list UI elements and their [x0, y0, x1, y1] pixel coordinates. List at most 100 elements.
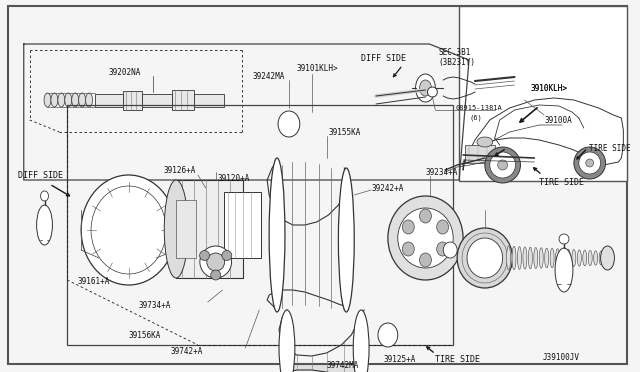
Ellipse shape: [444, 242, 457, 258]
Bar: [176, 180, 243, 278]
Text: 39742+A: 39742+A: [170, 347, 203, 356]
Ellipse shape: [65, 93, 72, 107]
Ellipse shape: [58, 93, 65, 107]
Ellipse shape: [540, 248, 543, 268]
Ellipse shape: [566, 249, 570, 267]
Polygon shape: [267, 160, 346, 310]
Ellipse shape: [498, 160, 508, 170]
Ellipse shape: [523, 247, 527, 269]
Polygon shape: [444, 77, 475, 99]
Text: TIRE SIDE: TIRE SIDE: [589, 144, 630, 153]
Polygon shape: [279, 310, 364, 372]
Text: 39742MA: 39742MA: [326, 360, 359, 369]
Text: 39126+A: 39126+A: [163, 166, 196, 174]
Ellipse shape: [477, 137, 493, 147]
Ellipse shape: [518, 247, 522, 269]
Text: (3B231Y): (3B231Y): [438, 58, 476, 67]
Ellipse shape: [577, 250, 581, 266]
Text: 08915-1381A: 08915-1381A: [455, 105, 502, 111]
Ellipse shape: [574, 147, 605, 179]
Text: 39161+A: 39161+A: [77, 278, 109, 286]
Ellipse shape: [403, 220, 414, 234]
Ellipse shape: [164, 180, 188, 278]
Ellipse shape: [420, 80, 431, 96]
Ellipse shape: [556, 249, 559, 267]
Ellipse shape: [436, 220, 449, 234]
Ellipse shape: [353, 310, 369, 372]
Text: 39242+A: 39242+A: [371, 183, 403, 192]
Text: TIRE SIDE: TIRE SIDE: [540, 177, 584, 186]
Ellipse shape: [388, 196, 463, 280]
Bar: [223, 192, 261, 258]
Ellipse shape: [594, 251, 598, 265]
Ellipse shape: [44, 93, 51, 107]
Ellipse shape: [200, 250, 209, 260]
Ellipse shape: [415, 74, 435, 102]
Text: (6): (6): [470, 115, 483, 121]
Ellipse shape: [207, 253, 225, 271]
Bar: [143, 94, 172, 107]
Ellipse shape: [36, 205, 52, 245]
Ellipse shape: [91, 186, 166, 274]
Ellipse shape: [79, 93, 86, 107]
Ellipse shape: [81, 175, 176, 285]
Text: 39120+A: 39120+A: [218, 173, 250, 183]
Ellipse shape: [420, 209, 431, 223]
Ellipse shape: [211, 270, 221, 280]
Ellipse shape: [572, 250, 576, 266]
Text: 39202NA: 39202NA: [109, 67, 141, 77]
Text: SEC.3B1: SEC.3B1: [438, 48, 470, 57]
Ellipse shape: [583, 250, 587, 266]
Ellipse shape: [586, 159, 594, 167]
Ellipse shape: [51, 93, 58, 107]
Text: 39242MA: 39242MA: [252, 71, 285, 80]
Bar: [459, 6, 627, 181]
Ellipse shape: [559, 234, 569, 244]
Ellipse shape: [555, 248, 573, 292]
Ellipse shape: [403, 242, 414, 256]
Ellipse shape: [588, 250, 592, 266]
Text: 39155KA: 39155KA: [328, 128, 361, 137]
Text: TIRE SIDE: TIRE SIDE: [435, 356, 481, 365]
Ellipse shape: [279, 310, 295, 372]
Ellipse shape: [278, 111, 300, 137]
Ellipse shape: [534, 247, 538, 269]
Text: DIFF SIDE: DIFF SIDE: [361, 54, 406, 62]
Text: 39101KLH>: 39101KLH>: [297, 64, 339, 73]
Ellipse shape: [457, 228, 513, 288]
Ellipse shape: [72, 93, 79, 107]
Text: 3910KLH>: 3910KLH>: [531, 83, 567, 93]
Ellipse shape: [269, 158, 285, 312]
Ellipse shape: [545, 248, 548, 268]
Bar: [465, 145, 495, 163]
Text: DIFF SIDE: DIFF SIDE: [18, 170, 63, 180]
Ellipse shape: [428, 87, 437, 97]
Ellipse shape: [420, 253, 431, 267]
Ellipse shape: [507, 246, 511, 270]
Bar: [123, 91, 143, 110]
Ellipse shape: [436, 242, 449, 256]
Text: 39125+A: 39125+A: [384, 356, 416, 365]
Text: 39100A: 39100A: [544, 115, 572, 125]
Text: 3910KLH>: 3910KLH>: [531, 83, 567, 93]
Ellipse shape: [485, 147, 520, 183]
Ellipse shape: [200, 246, 232, 278]
Text: 39234+A: 39234+A: [426, 167, 458, 176]
Ellipse shape: [86, 93, 93, 107]
Ellipse shape: [529, 247, 532, 269]
Bar: [176, 200, 196, 258]
Ellipse shape: [222, 250, 232, 260]
Bar: [194, 94, 223, 107]
Ellipse shape: [600, 246, 614, 270]
Ellipse shape: [378, 323, 398, 347]
Text: J39100JV: J39100JV: [542, 353, 579, 362]
Ellipse shape: [398, 208, 453, 268]
Ellipse shape: [561, 249, 565, 267]
Ellipse shape: [550, 248, 554, 267]
Ellipse shape: [40, 191, 49, 201]
Ellipse shape: [579, 152, 600, 174]
Text: 39156KA: 39156KA: [129, 331, 161, 340]
Text: 39734+A: 39734+A: [138, 301, 171, 310]
Ellipse shape: [339, 168, 354, 312]
Ellipse shape: [512, 246, 516, 270]
